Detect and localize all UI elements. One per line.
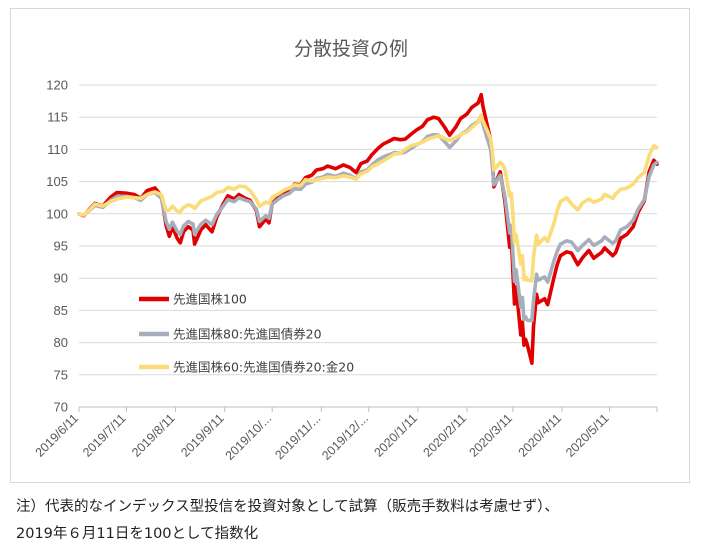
y-tick-label: 90 (54, 271, 68, 286)
y-tick-label: 70 (54, 400, 68, 415)
y-tick-label: 105 (46, 174, 68, 189)
chart-title: 分散投資の例 (294, 38, 408, 60)
footnote-line-1: 注）代表的なインデックス型投信を投資対象として試算（販売手数料は考慮せず）、 (16, 499, 559, 515)
legend-label-2: 先進国株60:先進国債券20:金20 (173, 360, 354, 375)
x-tick-label: 2019/10/... (223, 411, 275, 463)
line-chart: 分散投資の例 70 75 80 85 90 95 100 105 110 115 120 2019/… (33, 38, 659, 463)
x-tick-label: 2020/1/11 (371, 411, 420, 460)
x-tick-label: 2019/6/11 (33, 411, 82, 460)
y-tick-label: 95 (54, 239, 68, 254)
y-tick-label: 75 (54, 367, 68, 382)
gridlines (79, 84, 657, 408)
series-line-2 (77, 113, 659, 283)
y-tick-label: 115 (47, 110, 68, 125)
x-tick-label: 2020/5/11 (563, 411, 612, 460)
x-tick-label: 2019/8/11 (129, 411, 178, 460)
series-line-1 (77, 113, 659, 323)
x-tick-label: 2019/7/11 (80, 411, 129, 460)
series-lines (77, 92, 659, 365)
y-axis-ticks: 70 75 80 85 90 95 100 105 110 115 120 (46, 78, 68, 415)
y-tick-label: 110 (47, 142, 68, 157)
x-tick-label: 2019/12/... (319, 411, 371, 463)
footnote-line-2: 2019年６月11日を100として指数化 (16, 526, 259, 542)
x-tick-label: 2020/2/11 (421, 411, 470, 460)
y-tick-label: 100 (46, 206, 68, 221)
y-tick-label: 120 (46, 78, 68, 93)
legend-label-1: 先進国株80:先進国債券20 (173, 327, 322, 342)
y-tick-label: 80 (54, 335, 68, 350)
y-tick-label: 85 (54, 303, 68, 318)
series-line-0 (77, 92, 659, 365)
chart-frame: 分散投資の例 70 75 80 85 90 95 100 105 110 115 120 2019/… (10, 8, 690, 483)
footnote: 注）代表的なインデックス型投信を投資対象として試算（販売手数料は考慮せず）、 2… (16, 494, 700, 548)
x-tick-label: 2019/11/... (272, 411, 323, 462)
legend-label-0: 先進国株100 (173, 292, 247, 307)
x-tick-label: 2020/3/11 (466, 411, 515, 460)
x-tick-label: 2019/9/11 (178, 411, 227, 460)
legend: 先進国株100 先進国株80:先進国債券20 先進国株60:先進国債券20:金20 (139, 292, 354, 375)
x-tick-label: 2020/4/11 (516, 411, 565, 460)
